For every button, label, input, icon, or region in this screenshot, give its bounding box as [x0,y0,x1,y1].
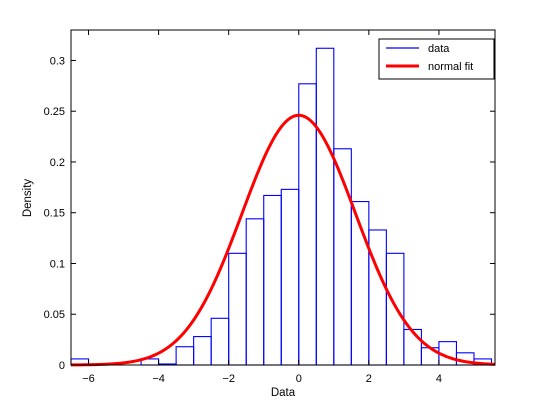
histogram-bar [368,229,387,366]
histogram-bar [280,188,300,366]
curve-layer [70,113,496,367]
labels-layer: −6 −4 −2 0 2 4 0 0.05 0.1 0.15 0.2 0.25 0.3 [44,55,442,385]
y-tick-label: 0.2 [50,157,65,169]
y-tick-label: 0.15 [44,208,65,220]
x-tick-label: 2 [366,373,372,385]
plot-frame [70,29,496,366]
legend-box [378,38,495,80]
normal-fit-line [70,113,496,367]
y-tick-label: 0.3 [50,55,65,67]
x-tick-label: −6 [82,373,95,385]
histogram-bar [385,252,405,366]
histogram-bar [315,47,335,366]
y-tick-label: 0 [59,360,65,372]
ticks-layer [71,30,495,366]
y-tick-label: 0.1 [50,258,65,270]
histogram-bar [193,336,212,366]
histogram-bar [245,218,265,366]
histogram-bar [210,317,230,366]
x-axis-label: Data [271,387,296,399]
x-tick-label: −2 [222,373,235,385]
x-tick-label: 0 [296,373,302,385]
x-tick-label: −4 [152,373,165,385]
bars-layer [70,47,493,366]
legend-label-data: data [428,43,450,55]
legend: data normal fit [378,38,495,80]
legend-label-normal-fit: normal fit [428,61,473,73]
histogram-bar [403,328,422,366]
x-tick-label: 4 [436,373,442,385]
y-axis-label: Density [22,179,34,218]
histogram-bar [263,194,282,366]
histogram-bar [228,252,247,366]
y-tick-label: 0.25 [44,106,65,118]
y-tick-label: 0.05 [44,309,65,321]
histogram-bar [175,346,195,366]
